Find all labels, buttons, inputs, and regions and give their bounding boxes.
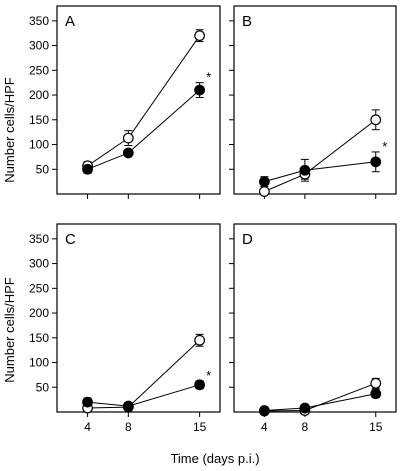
data-point-open bbox=[258, 186, 270, 197]
significance-marker: * bbox=[206, 70, 211, 85]
x-tick-label: 15 bbox=[193, 420, 207, 434]
x-tick-label: 8 bbox=[125, 420, 132, 434]
data-point-filled bbox=[82, 163, 93, 175]
data-point-filled bbox=[122, 400, 134, 412]
series-line bbox=[264, 119, 377, 192]
y-tick-label: 150 bbox=[29, 113, 49, 127]
x-axis-label: Time (days p.i.) bbox=[170, 451, 259, 466]
panel-c: C 50 100 150 200 250 300 350 4 8 15 * bbox=[29, 223, 221, 434]
series-line bbox=[87, 339, 200, 409]
data-point-filled bbox=[370, 388, 382, 400]
significance-marker: * bbox=[206, 368, 211, 383]
panel-label: D bbox=[242, 231, 253, 248]
y-axis-label-bottom: Number cells/HPF bbox=[2, 277, 17, 383]
panel-d: D 4 8 15 bbox=[229, 223, 397, 434]
panel-frame bbox=[233, 223, 397, 413]
panel-label: A bbox=[65, 13, 75, 30]
y-tick-label: 50 bbox=[36, 162, 50, 176]
y-tick-label: 350 bbox=[29, 14, 49, 28]
panel-b: B* bbox=[229, 5, 397, 199]
panel-a: A 50 100 150 200 250 300 350 * bbox=[29, 5, 221, 199]
panel-frame bbox=[56, 223, 221, 413]
significance-marker: * bbox=[382, 139, 387, 154]
panel-frame bbox=[56, 5, 221, 195]
data-point-filled bbox=[82, 396, 93, 408]
y-tick-label: 100 bbox=[29, 356, 49, 370]
y-tick-label: 200 bbox=[29, 306, 49, 320]
x-tick-label: 15 bbox=[369, 420, 383, 434]
series-line bbox=[87, 35, 201, 167]
panel-label: C bbox=[65, 231, 76, 248]
panel-label: B bbox=[242, 13, 252, 30]
data-point-filled bbox=[299, 402, 311, 414]
data-point-open bbox=[370, 114, 382, 126]
data-point-open bbox=[370, 377, 382, 389]
y-tick-label: 350 bbox=[29, 232, 49, 246]
panel-frame bbox=[233, 5, 397, 195]
series-line bbox=[264, 161, 376, 183]
x-tick-label: 4 bbox=[261, 420, 268, 434]
data-point-open bbox=[194, 30, 206, 42]
y-tick-label: 50 bbox=[36, 380, 50, 394]
y-tick-label: 150 bbox=[29, 331, 49, 345]
data-point-filled bbox=[122, 147, 134, 159]
data-point-filled bbox=[299, 164, 311, 176]
y-tick-label: 250 bbox=[29, 281, 49, 295]
x-tick-label: 8 bbox=[302, 420, 309, 434]
data-point-filled bbox=[370, 156, 382, 168]
y-tick-label: 300 bbox=[29, 257, 49, 271]
panels: A50100150200250300350*B*C501001502002503… bbox=[29, 5, 397, 434]
data-point-filled bbox=[258, 405, 270, 416]
data-point-filled bbox=[194, 84, 206, 96]
y-tick-label: 300 bbox=[29, 39, 49, 53]
y-tick-label: 250 bbox=[29, 63, 49, 77]
y-tick-label: 100 bbox=[29, 138, 49, 152]
series-line bbox=[87, 89, 200, 170]
x-tick-label: 4 bbox=[84, 420, 91, 434]
data-point-open bbox=[122, 132, 134, 144]
y-tick-label: 200 bbox=[29, 88, 49, 102]
data-point-open bbox=[194, 334, 206, 346]
series-line bbox=[264, 393, 376, 411]
series-line bbox=[87, 384, 200, 407]
y-axis-label-top: Number cells/HPF bbox=[2, 77, 17, 183]
data-point-filled bbox=[258, 176, 270, 188]
data-point-filled bbox=[194, 379, 206, 391]
